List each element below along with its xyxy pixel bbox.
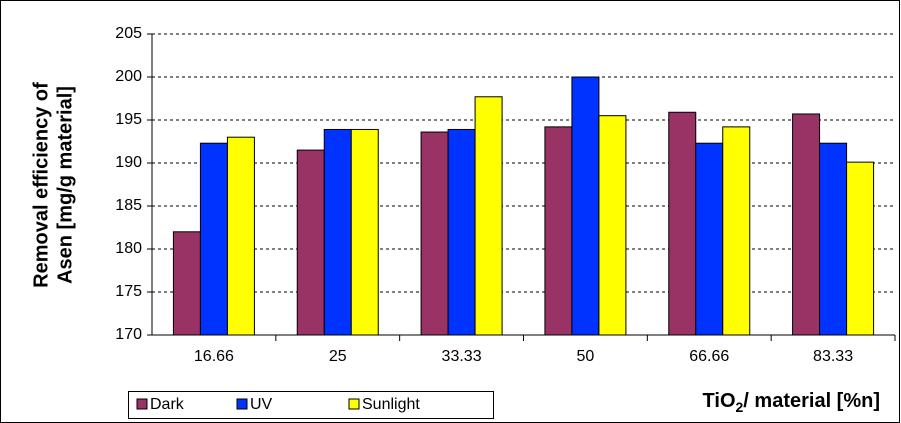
legend-label: Sunlight [362, 396, 420, 413]
x-tick-label: 25 [329, 348, 347, 365]
bar [598, 115, 627, 336]
y-tick-label: 170 [115, 326, 142, 343]
y-tick-label: 205 [115, 25, 142, 42]
bar [474, 96, 503, 336]
y-tick-label: 175 [115, 283, 142, 300]
y-tick-label: 185 [115, 197, 142, 214]
bar [571, 76, 600, 336]
bar [447, 128, 476, 336]
legend [128, 391, 494, 419]
legend-label: UV [250, 396, 273, 413]
bar [350, 128, 379, 336]
bar [695, 142, 724, 336]
x-tick-label: 66.66 [689, 348, 729, 365]
y-axis-label: Removal efficiency of [30, 82, 52, 288]
x-axis-label: TiO2/ material [%n] [703, 390, 880, 414]
bar [846, 161, 875, 336]
bar [544, 126, 573, 336]
y-axis-label: Asen [mg/g material] [54, 86, 76, 284]
y-tick-label: 190 [115, 154, 142, 171]
bar [668, 111, 697, 336]
bar [296, 149, 325, 336]
legend-swatch [136, 398, 148, 410]
legend-label: Dark [150, 396, 185, 413]
x-tick-label: 16.66 [194, 348, 234, 365]
bar [199, 142, 228, 336]
bar [722, 126, 751, 336]
bar [172, 231, 201, 336]
bar [226, 136, 255, 336]
legend-swatch [348, 398, 360, 410]
y-tick-label: 180 [115, 240, 142, 257]
bar [792, 113, 821, 336]
y-tick-label: 195 [115, 111, 142, 128]
x-tick-label: 50 [577, 348, 595, 365]
legend-swatch [236, 398, 248, 410]
x-tick-label: 33.33 [442, 348, 482, 365]
x-tick-label: 83.33 [813, 348, 853, 365]
bar [420, 131, 449, 336]
bar [323, 128, 352, 336]
y-tick-label: 200 [115, 68, 142, 85]
bar [819, 142, 848, 336]
